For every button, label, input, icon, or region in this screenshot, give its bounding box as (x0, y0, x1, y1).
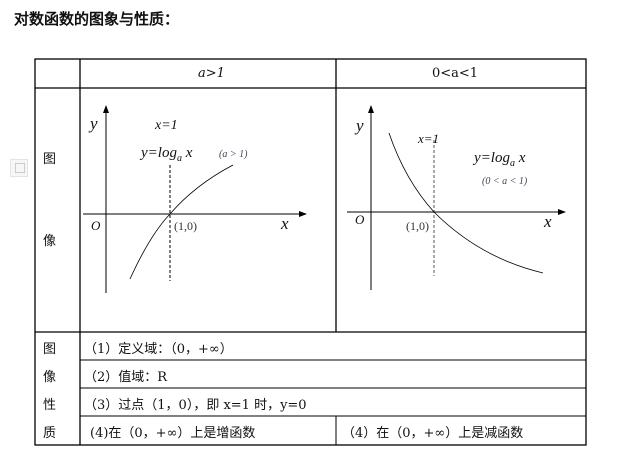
graph1-x-label: x (281, 214, 289, 233)
table-grid (34, 58, 587, 446)
graph2-func-label: y=loga x (474, 150, 526, 169)
header-col1: a>1 (198, 66, 225, 81)
graph1-vline-label: x=1 (155, 118, 178, 133)
graph2 (347, 105, 566, 290)
header-col2: 0<a<1 (432, 66, 479, 81)
graph2-cond: (0 < a < 1) (482, 176, 528, 187)
row-label: 像 (43, 370, 57, 385)
graph2-origin: O (355, 212, 365, 227)
graph1-func-label: y=loga x (141, 145, 193, 164)
graph1-cond: (a > 1) (219, 149, 248, 160)
row-label: 像 (43, 234, 57, 249)
graph2-y-label: y (356, 116, 364, 135)
row-label: 图 (43, 152, 57, 167)
graph1-origin: O (91, 218, 101, 233)
graph1 (83, 105, 307, 293)
property-decreasing: （4）在（0，+∞）上是减函数 (342, 426, 524, 441)
graph1-y-label: y (90, 114, 98, 133)
graph2-curve (388, 132, 544, 274)
graph1-point: (1,0) (174, 219, 197, 233)
graph2-x-label: x (544, 212, 552, 231)
graph1-curve (129, 164, 234, 280)
property-domain: （1）定义域：（0，+∞） (84, 342, 233, 357)
property-increasing: (4)在（0，+∞）上是增函数 (90, 426, 256, 441)
property-fixed-point: （3）过点（1，0），即 x=1 时，y=0 (84, 398, 307, 413)
graph2-point: (1,0) (406, 219, 429, 233)
row-label: 性 (43, 398, 57, 413)
save-icon[interactable] (10, 159, 28, 177)
page-title: 对数函数的图象与性质： (14, 10, 180, 28)
graph2-vline-label: x=1 (418, 131, 440, 146)
property-range: （2）值域：R (84, 370, 168, 385)
row-label: 质 (43, 426, 57, 441)
row-label: 图 (43, 342, 57, 357)
